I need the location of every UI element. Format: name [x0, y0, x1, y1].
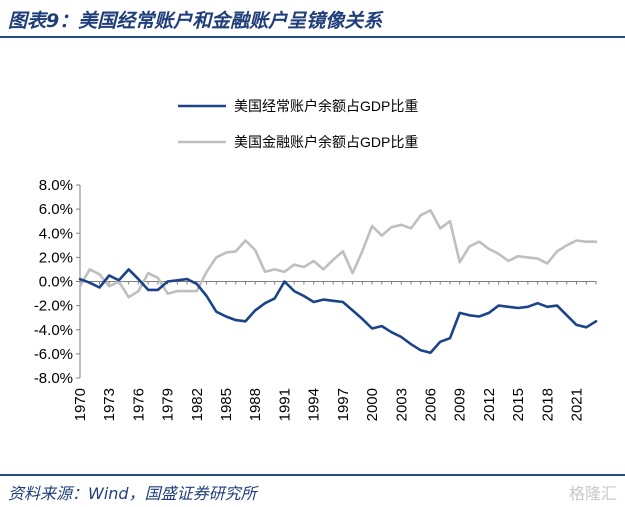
y-tick-label: 0.0% — [39, 274, 73, 291]
y-tick-label: -6.0% — [34, 346, 73, 363]
y-tick-label: -8.0% — [34, 370, 73, 387]
x-tick-label: 1985 — [218, 388, 235, 421]
x-tick-label: 1976 — [130, 388, 147, 421]
x-tick-label: 1979 — [160, 388, 177, 421]
y-tick-label: -2.0% — [34, 298, 73, 315]
footer-rule — [0, 474, 625, 476]
x-tick-label: 1997 — [335, 388, 352, 421]
x-tick-label: 1982 — [189, 388, 206, 421]
y-axis: 8.0% 6.0% 4.0% 2.0% 0.0% -2.0% -4.0% -6.0% -8.0% — [34, 177, 81, 387]
x-tick-label: 1991 — [276, 388, 293, 421]
header: 图表9：美国经常账户和金融账户呈镜像关系 — [0, 0, 625, 40]
x-tick-label: 2015 — [510, 388, 527, 421]
y-tick-label: 6.0% — [39, 201, 73, 218]
y-tick-label: 2.0% — [39, 249, 73, 266]
x-tick-label: 2012 — [481, 388, 498, 421]
x-tick-label: 2018 — [539, 388, 556, 421]
legend-label-2: 美国金融账户余额占GDP比重 — [234, 134, 418, 150]
source-note: 资料来源：Wind，国盛证券研究所 — [8, 484, 257, 503]
y-tick-label: 8.0% — [39, 177, 73, 194]
x-axis: 1970 1973 1976 1979 1982 1985 1988 1991 1994 1997… — [72, 281, 597, 421]
x-tick-label: 2003 — [393, 388, 410, 421]
legend-label-1: 美国经常账户余额占GDP比重 — [234, 98, 418, 114]
y-tick-label: -4.0% — [34, 322, 73, 339]
series-lines — [78, 209, 598, 355]
x-tick-label: 2000 — [364, 388, 381, 421]
y-tick-label: 4.0% — [39, 225, 73, 242]
series-line-1 — [78, 268, 598, 355]
header-rule — [0, 36, 625, 38]
series-line-2 — [78, 209, 598, 299]
watermark-logo: 格隆汇 — [568, 484, 617, 503]
x-tick-label: 1994 — [306, 388, 323, 421]
x-tick-label: 2021 — [569, 388, 586, 421]
x-tick-label: 2006 — [422, 388, 439, 421]
x-tick-label: 1970 — [72, 388, 89, 421]
x-tick-label: 1988 — [247, 388, 264, 421]
x-tick-label: 2009 — [452, 388, 469, 421]
x-tick-label: 1973 — [101, 388, 118, 421]
page-title: 图表9：美国经常账户和金融账户呈镜像关系 — [8, 10, 383, 32]
